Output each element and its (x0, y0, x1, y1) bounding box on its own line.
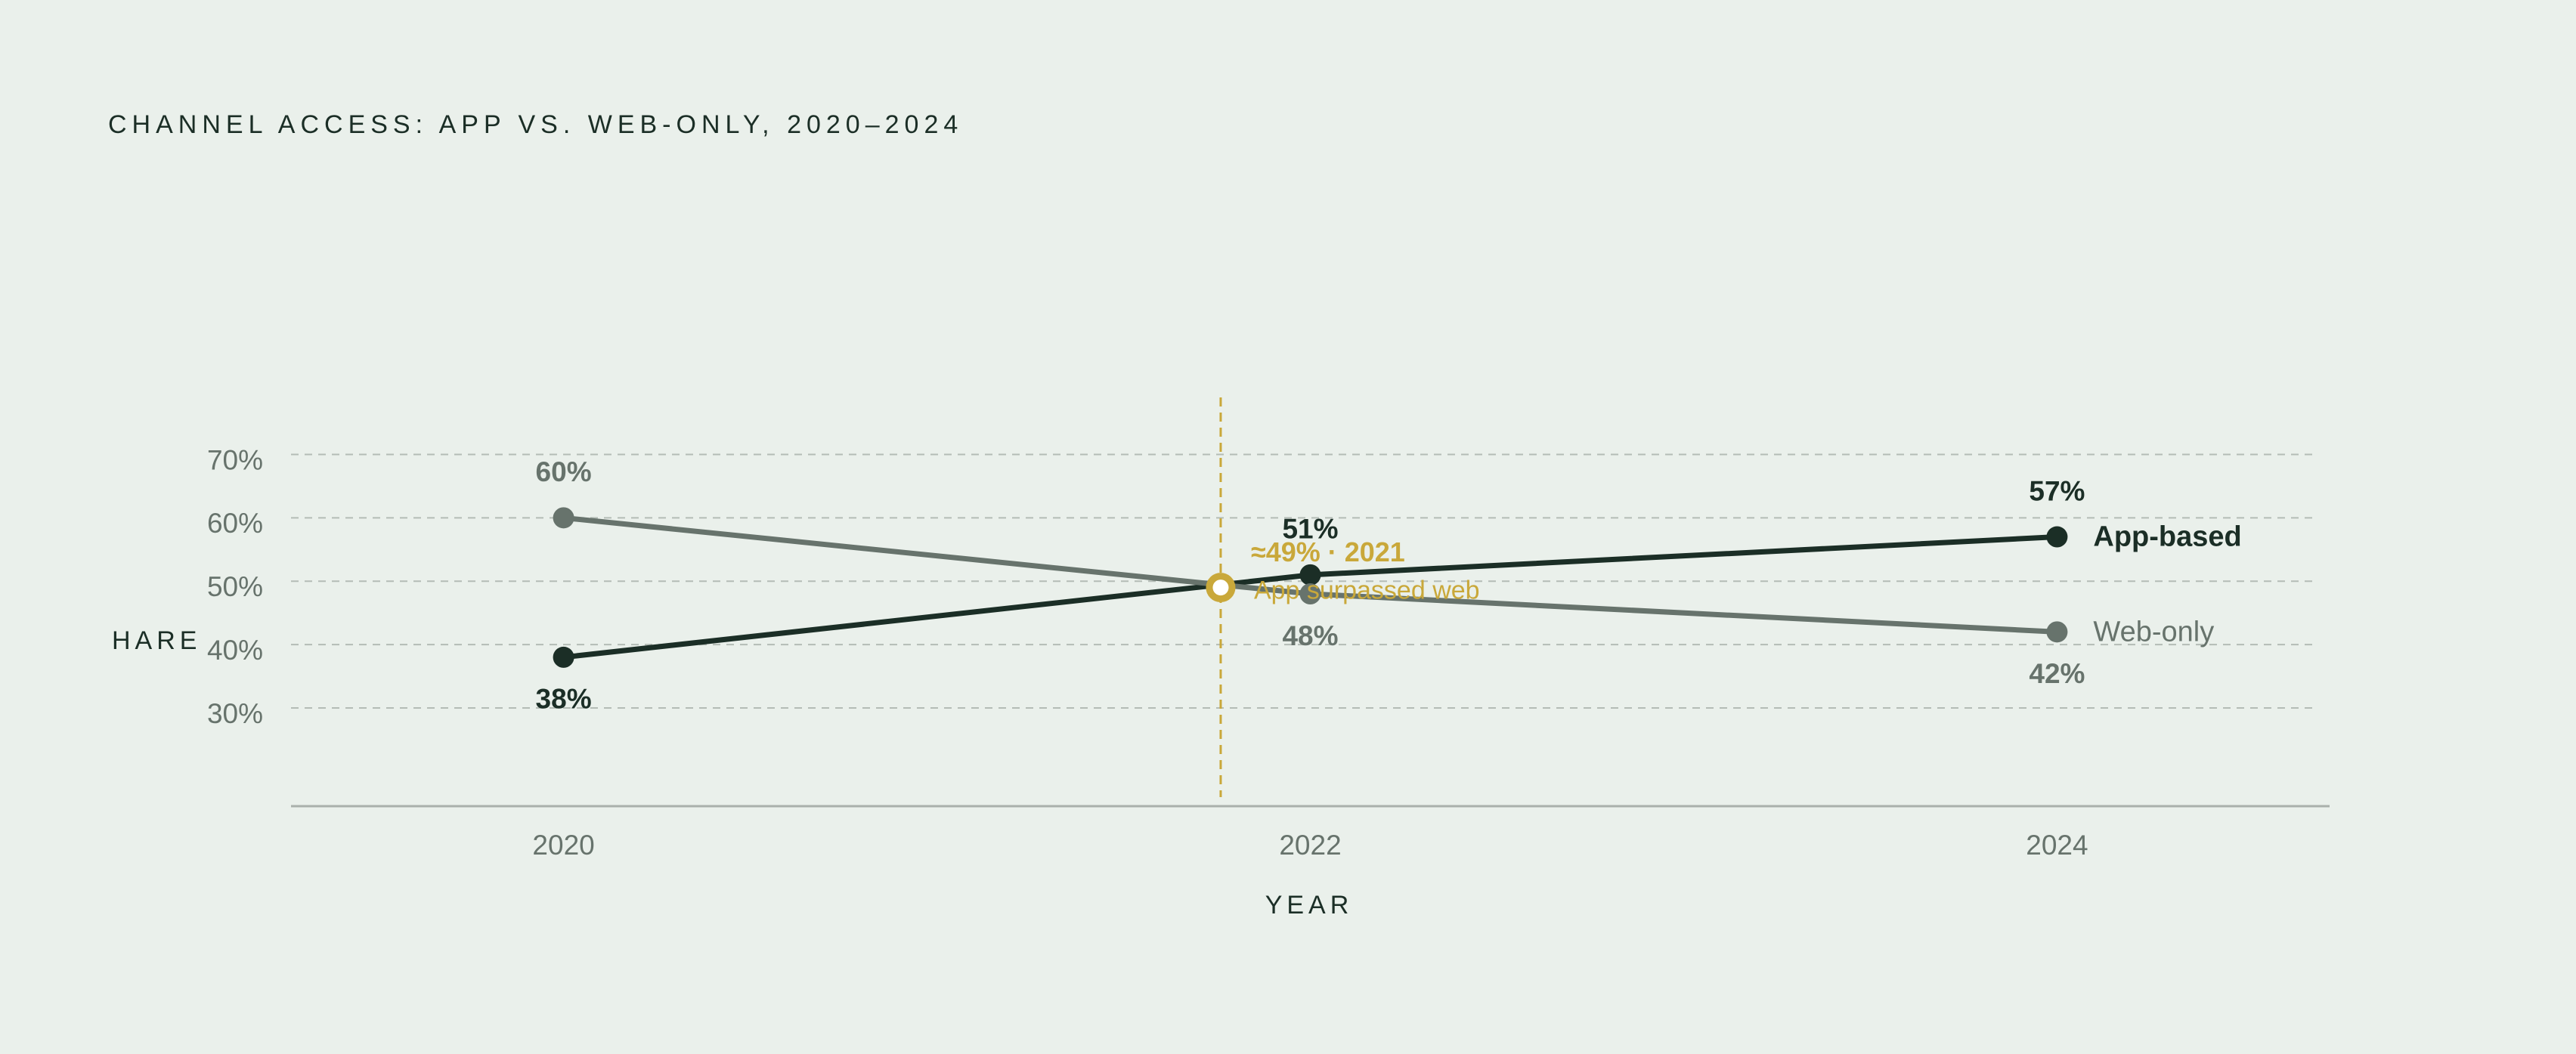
y-tick-label: 60% (207, 508, 263, 539)
series-label: App-based (2093, 521, 2241, 553)
data-point (1299, 583, 1321, 605)
data-point (553, 507, 574, 529)
data-label: 42% (2029, 658, 2085, 689)
data-label: 60% (536, 456, 592, 487)
x-axis-label: YEAR (1265, 891, 1354, 920)
x-tick-label: 2024 (2026, 830, 2088, 861)
y-tick-label: 30% (207, 698, 263, 729)
y-tick-label: 70% (207, 444, 263, 475)
chart-title: CHANNEL ACCESS: APP VS. WEB-ONLY, 2020–2… (108, 110, 963, 139)
series-label: Web-only (2093, 616, 2214, 648)
data-point (553, 646, 574, 668)
data-point (1299, 564, 1321, 586)
annotation-marker (1206, 573, 1236, 603)
data-label: 38% (536, 684, 592, 715)
x-tick-label: 2022 (1279, 830, 1341, 861)
data-label: 48% (1282, 620, 1338, 651)
x-tick-label: 2020 (532, 830, 594, 861)
annotation-note: App surpassed web (1254, 576, 1480, 605)
data-point (2046, 526, 2068, 548)
y-tick-label: 50% (207, 571, 263, 602)
annotation-label: ≈49% · 2021 (1251, 536, 1405, 567)
data-label: 57% (2029, 475, 2085, 506)
data-point (2046, 621, 2068, 643)
y-tick-label: 40% (207, 635, 263, 666)
y-axis-label: HARE (112, 626, 201, 655)
data-label: 51% (1282, 514, 1338, 545)
